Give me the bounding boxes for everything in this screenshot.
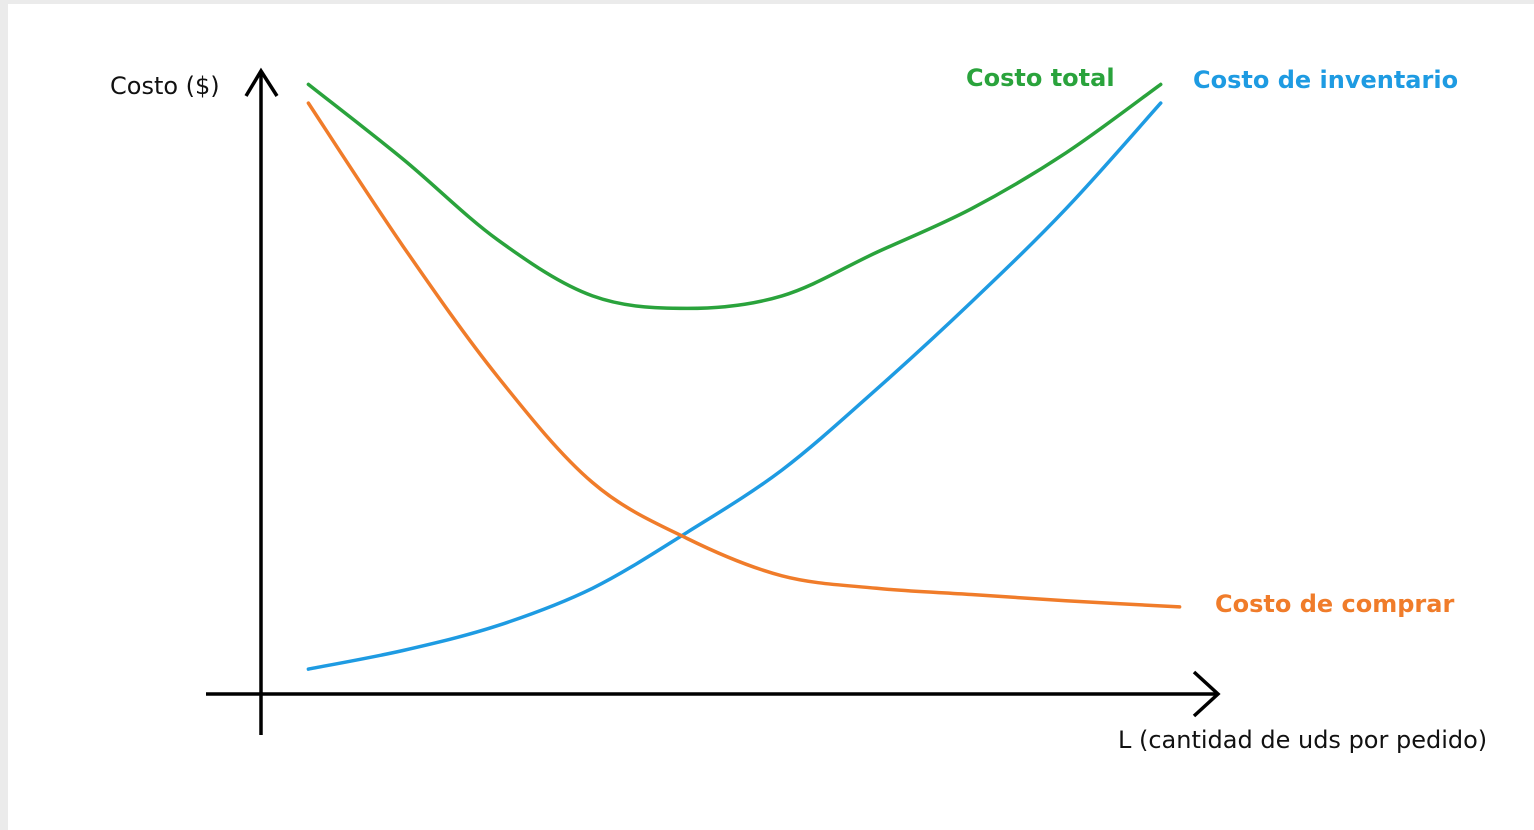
series-line-costo-inventario xyxy=(306,101,1163,671)
series-line-costo-total xyxy=(306,82,1163,311)
axes xyxy=(206,67,1221,735)
series-label-costo-comprar: Costo de comprar xyxy=(1215,590,1454,618)
x-axis-label: L (cantidad de uds por pedido) xyxy=(1118,726,1487,754)
series-line-costo-comprar xyxy=(306,101,1182,609)
series-label-costo-total: Costo total xyxy=(966,64,1115,92)
y-axis-label: Costo ($) xyxy=(110,72,220,100)
x-axis-arrow xyxy=(1192,670,1221,718)
y-axis-arrow xyxy=(244,67,279,97)
series-layer xyxy=(306,82,1182,671)
series-label-costo-inventario: Costo de inventario xyxy=(1193,66,1458,94)
